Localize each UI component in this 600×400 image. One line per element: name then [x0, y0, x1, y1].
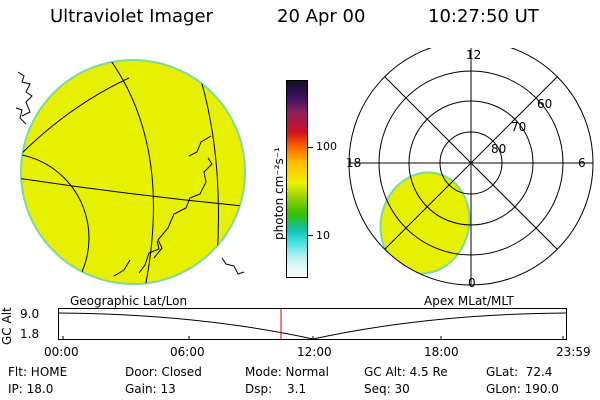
orbit-time-0: 00:00	[44, 345, 79, 359]
polar-mlat-mlt-plot	[348, 48, 594, 286]
mlt-label-0: 0	[468, 276, 476, 290]
image-time: 10:27:50 UT	[428, 6, 539, 27]
status-dsp-label: Dsp:	[245, 382, 273, 396]
geographic-globe-image	[15, 59, 246, 285]
status-glat: GLat: 72.4	[486, 365, 553, 379]
mlt-label-6: 6	[578, 156, 586, 170]
status-dsp-value: 3.1	[287, 382, 307, 396]
status-glon: GLon: 190.0	[486, 382, 559, 396]
polar-panel-label: Apex MLat/MLT	[424, 294, 514, 308]
mlat-label-70: 70	[511, 120, 527, 134]
status-mode: Mode: Normal	[245, 365, 329, 379]
orbit-time-2: 12:00	[297, 345, 332, 359]
colorbar-label-100: 100	[316, 140, 337, 153]
orbit-time-3: 18:00	[424, 345, 459, 359]
status-ip: IP: 18.0	[8, 382, 54, 396]
colorbar-label-10: 10	[316, 229, 330, 242]
orbit-time-1: 06:00	[170, 345, 205, 359]
status-seq: Seq: 30	[364, 382, 410, 396]
mlat-label-80: 80	[491, 142, 507, 156]
colorbar-tick-10	[307, 235, 313, 236]
status-gain: Gain: 13	[125, 382, 176, 396]
geographic-panel-label: Geographic Lat/Lon	[70, 294, 188, 308]
orbit-y-bottom: 1.8	[20, 327, 40, 341]
orbit-y-top: 9.0	[20, 307, 40, 321]
colorbar-tick-100	[307, 147, 313, 148]
mlt-label-18: 18	[346, 156, 362, 170]
image-date: 20 Apr 00	[277, 6, 366, 27]
mlt-label-12: 12	[466, 48, 482, 62]
status-gc-alt: GC Alt: 4.5 Re	[364, 365, 448, 379]
orbit-time-4: 23:59	[556, 345, 591, 359]
status-door: Door: Closed	[125, 365, 202, 379]
instrument-title: Ultraviolet Imager	[50, 6, 213, 27]
colorbar-unit-label: photon cm⁻²s⁻¹	[272, 147, 286, 240]
mlat-label-60: 60	[537, 97, 553, 111]
orbit-altitude-plot	[58, 308, 567, 340]
status-flight: Flt: HOME	[8, 365, 68, 379]
colorbar	[286, 80, 308, 278]
orbit-ylabel: GC Alt	[0, 307, 14, 345]
